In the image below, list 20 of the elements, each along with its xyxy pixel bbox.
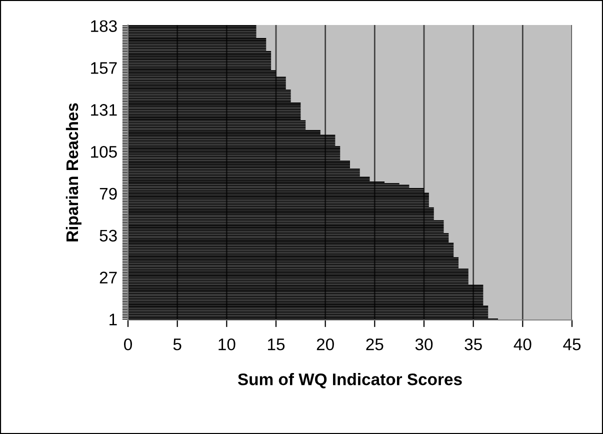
y-tick-label: 157 (91, 62, 117, 74)
y-tick-label: 131 (91, 104, 117, 116)
y-tick-label: 53 (100, 230, 117, 242)
y-tick-label: 27 (100, 272, 117, 284)
x-tick-label: 25 (366, 338, 384, 350)
x-tick-label: 30 (415, 338, 433, 350)
x-tick-label: 45 (563, 338, 581, 350)
x-tick-label: 35 (464, 338, 482, 350)
x-tick-label: 20 (316, 338, 334, 350)
y-axis-title: Riparian Reaches (66, 103, 82, 242)
y-tick-label: 183 (91, 20, 117, 32)
x-tick-label: 10 (218, 338, 236, 350)
x-tick-label: 40 (514, 338, 532, 350)
x-tick-label: 15 (268, 338, 285, 350)
x-axis-title: Sum of WQ Indicator Scores (238, 373, 462, 388)
y-tick-label: 105 (91, 146, 117, 158)
y-tick-label: 79 (100, 188, 117, 200)
x-tick-label: 5 (173, 338, 182, 350)
x-tick-label: 0 (124, 338, 132, 350)
y-tick-label: 1 (110, 314, 117, 326)
